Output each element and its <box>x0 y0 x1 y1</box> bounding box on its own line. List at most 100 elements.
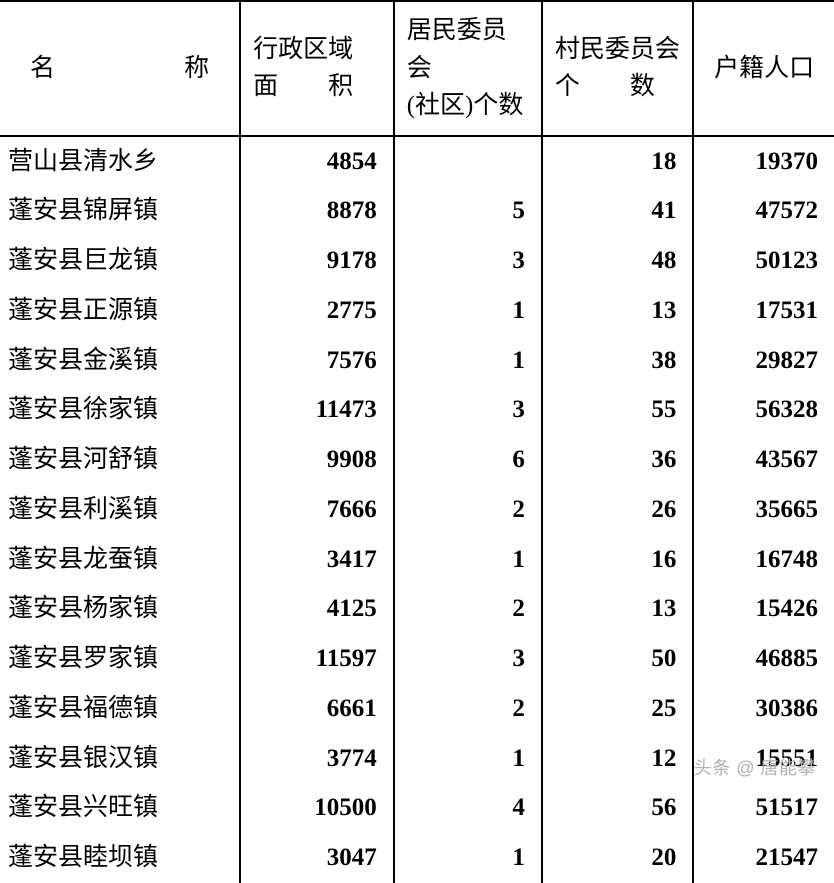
table-cell-resident_committees: 2 <box>394 485 542 535</box>
table-cell-resident_committees: 2 <box>394 684 542 734</box>
table-cell-area: 9178 <box>240 236 394 286</box>
table-cell-name: 蓬安县罗家镇 <box>0 634 240 684</box>
table-cell-resident_committees: 6 <box>394 435 542 485</box>
table-cell-population: 21547 <box>693 833 834 883</box>
table-cell-name: 蓬安县徐家镇 <box>0 385 240 435</box>
table-cell-area: 8878 <box>240 186 394 236</box>
table-row: 蓬安县杨家镇412521315426 <box>0 584 834 634</box>
table-cell-area: 9908 <box>240 435 394 485</box>
table-cell-area: 11597 <box>240 634 394 684</box>
table-cell-name: 蓬安县巨龙镇 <box>0 236 240 286</box>
table-row: 蓬安县睦坝镇304712021547 <box>0 833 834 883</box>
col-header-village-line1: 村民委员会 <box>555 31 680 69</box>
table-cell-name: 蓬安县龙蚕镇 <box>0 535 240 585</box>
table-cell-village_committees: 12 <box>542 734 693 784</box>
table-cell-population: 56328 <box>693 385 834 435</box>
table-cell-village_committees: 48 <box>542 236 693 286</box>
table-cell-name: 蓬安县正源镇 <box>0 286 240 336</box>
table-cell-population: 17531 <box>693 286 834 336</box>
table-cell-resident_committees: 5 <box>394 186 542 236</box>
table-cell-area: 4125 <box>240 584 394 634</box>
table-body: 营山县清水乡48541819370蓬安县锦屏镇887854147572蓬安县巨龙… <box>0 136 834 883</box>
table-cell-population: 19370 <box>693 136 834 187</box>
table-cell-village_committees: 38 <box>542 336 693 386</box>
table-cell-population: 35665 <box>693 485 834 535</box>
table-cell-village_committees: 26 <box>542 485 693 535</box>
table-row: 蓬安县徐家镇1147335556328 <box>0 385 834 435</box>
table-cell-population: 15551 <box>693 734 834 784</box>
table-cell-population: 15426 <box>693 584 834 634</box>
table-cell-name: 蓬安县利溪镇 <box>0 485 240 535</box>
table-cell-resident_committees <box>394 136 542 187</box>
table-cell-resident_committees: 3 <box>394 385 542 435</box>
table-cell-name: 蓬安县福德镇 <box>0 684 240 734</box>
table-row: 蓬安县利溪镇766622635665 <box>0 485 834 535</box>
table-cell-village_committees: 25 <box>542 684 693 734</box>
table-row: 蓬安县银汉镇377411215551 <box>0 734 834 784</box>
col-header-area-line2: 面 积 <box>253 68 381 106</box>
table-cell-area: 6661 <box>240 684 394 734</box>
table-row: 蓬安县罗家镇1159735046885 <box>0 634 834 684</box>
col-header-population-text: 户籍人口 <box>706 50 822 88</box>
table-cell-village_committees: 13 <box>542 286 693 336</box>
table-cell-population: 50123 <box>693 236 834 286</box>
table-cell-area: 3417 <box>240 535 394 585</box>
table-cell-area: 2775 <box>240 286 394 336</box>
table-cell-population: 29827 <box>693 336 834 386</box>
table-cell-name: 蓬安县锦屏镇 <box>0 186 240 236</box>
table-cell-area: 11473 <box>240 385 394 435</box>
table-cell-village_committees: 13 <box>542 584 693 634</box>
col-header-name: 名 称 <box>0 1 240 136</box>
table-cell-resident_committees: 1 <box>394 535 542 585</box>
table-cell-village_committees: 56 <box>542 783 693 833</box>
col-header-area: 行政区域 面 积 <box>240 1 394 136</box>
table-cell-population: 43567 <box>693 435 834 485</box>
table-row: 蓬安县正源镇277511317531 <box>0 286 834 336</box>
table-cell-name: 蓬安县睦坝镇 <box>0 833 240 883</box>
table-row: 蓬安县福德镇666122530386 <box>0 684 834 734</box>
table-cell-area: 10500 <box>240 783 394 833</box>
table-cell-area: 7666 <box>240 485 394 535</box>
col-header-village: 村民委员会 个 数 <box>542 1 693 136</box>
table-cell-name: 蓬安县杨家镇 <box>0 584 240 634</box>
col-header-resident: 居民委员会 (社区)个数 <box>394 1 542 136</box>
table-header: 名 称 行政区域 面 积 居民委员会 (社区)个数 村民委员会 个 数 户籍人口 <box>0 1 834 136</box>
table-cell-population: 30386 <box>693 684 834 734</box>
col-header-village-line2: 个 数 <box>555 68 680 106</box>
table-cell-village_committees: 20 <box>542 833 693 883</box>
table-header-row: 名 称 行政区域 面 积 居民委员会 (社区)个数 村民委员会 个 数 户籍人口 <box>0 1 834 136</box>
table-cell-resident_committees: 1 <box>394 833 542 883</box>
table-cell-population: 16748 <box>693 535 834 585</box>
table-cell-resident_committees: 1 <box>394 336 542 386</box>
admin-district-table-container: 名 称 行政区域 面 积 居民委员会 (社区)个数 村民委员会 个 数 户籍人口 <box>0 0 834 883</box>
table-cell-name: 营山县清水乡 <box>0 136 240 187</box>
col-header-name-text: 名 称 <box>30 50 209 88</box>
table-cell-village_committees: 36 <box>542 435 693 485</box>
table-cell-population: 51517 <box>693 783 834 833</box>
table-cell-area: 4854 <box>240 136 394 187</box>
table-row: 蓬安县兴旺镇1050045651517 <box>0 783 834 833</box>
table-row: 蓬安县锦屏镇887854147572 <box>0 186 834 236</box>
table-cell-village_committees: 55 <box>542 385 693 435</box>
table-row: 蓬安县龙蚕镇341711616748 <box>0 535 834 585</box>
col-header-resident-line2: (社区)个数 <box>407 87 529 125</box>
table-cell-population: 47572 <box>693 186 834 236</box>
table-cell-village_committees: 18 <box>542 136 693 187</box>
table-cell-area: 3047 <box>240 833 394 883</box>
table-row: 蓬安县巨龙镇917834850123 <box>0 236 834 286</box>
table-cell-village_committees: 41 <box>542 186 693 236</box>
table-cell-area: 3774 <box>240 734 394 784</box>
table-cell-resident_committees: 3 <box>394 634 542 684</box>
table-cell-resident_committees: 1 <box>394 734 542 784</box>
table-cell-resident_committees: 2 <box>394 584 542 634</box>
table-cell-resident_committees: 4 <box>394 783 542 833</box>
table-cell-name: 蓬安县金溪镇 <box>0 336 240 386</box>
table-cell-resident_committees: 1 <box>394 286 542 336</box>
table-cell-area: 7576 <box>240 336 394 386</box>
table-cell-name: 蓬安县银汉镇 <box>0 734 240 784</box>
admin-district-table: 名 称 行政区域 面 积 居民委员会 (社区)个数 村民委员会 个 数 户籍人口 <box>0 0 834 883</box>
table-cell-resident_committees: 3 <box>394 236 542 286</box>
col-header-area-line1: 行政区域 <box>253 31 381 69</box>
table-cell-village_committees: 16 <box>542 535 693 585</box>
table-cell-village_committees: 50 <box>542 634 693 684</box>
